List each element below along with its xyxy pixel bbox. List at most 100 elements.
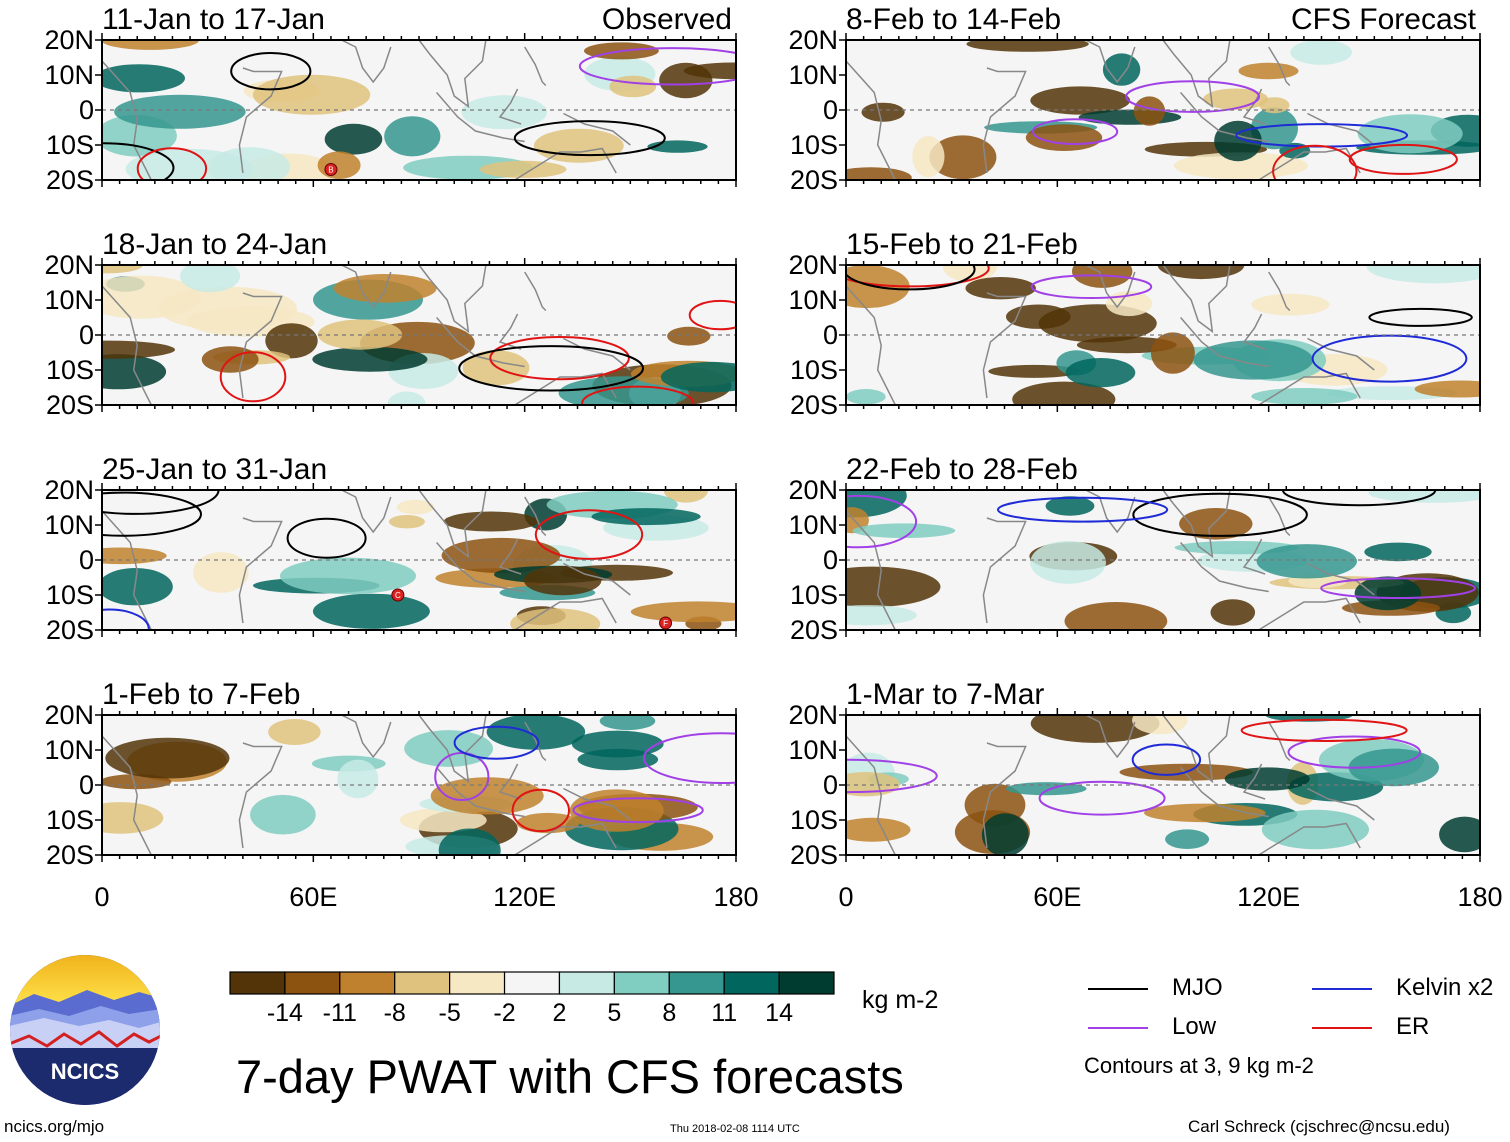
coastline <box>238 292 283 399</box>
anomaly-blob <box>265 323 318 359</box>
legend-label: ER <box>1396 1013 1430 1040</box>
anomaly-blob <box>988 364 1080 378</box>
lat-label: 20N <box>788 250 838 280</box>
anomaly-blob <box>569 789 664 832</box>
colorbar-tick-label: 5 <box>607 999 622 1027</box>
anomaly-blob <box>1030 86 1131 115</box>
anomaly-blob <box>1366 265 1480 284</box>
wave-contour <box>1131 743 1202 776</box>
coastline <box>102 285 152 405</box>
lat-label: 20S <box>789 615 838 645</box>
storm-marker <box>391 588 405 602</box>
wave-contour <box>489 336 630 381</box>
panel-date-label: 18-Jan to 24-Jan <box>102 228 328 261</box>
lat-label: 20S <box>789 165 838 195</box>
wave-contour <box>1032 118 1119 146</box>
anomaly-blob <box>1214 120 1262 162</box>
pwat-anomaly-field <box>102 715 736 855</box>
legend-line-er <box>1312 1027 1372 1029</box>
anomaly-blob <box>852 523 956 538</box>
coastline <box>102 510 152 630</box>
storm-marker <box>659 616 673 630</box>
timestamp: Thu 2018-02-08 1114 UTC <box>670 1123 800 1135</box>
anomaly-blob <box>279 557 417 595</box>
lat-label: 10N <box>44 60 94 90</box>
anomaly-blob <box>1251 293 1330 316</box>
coastline <box>1257 822 1361 855</box>
coastline <box>982 742 1027 849</box>
lon-label: 60E <box>1033 882 1082 912</box>
colorbar-swatch <box>339 971 396 995</box>
lat-label: 10S <box>789 805 838 835</box>
lat-label: 10N <box>788 60 838 90</box>
lat-label: 0 <box>822 320 838 350</box>
lon-label: 0 <box>838 882 854 912</box>
coastline <box>102 60 152 180</box>
anomaly-blob <box>846 566 941 607</box>
anomaly-blob <box>317 151 361 179</box>
coastline <box>524 721 547 762</box>
contour-note: Contours at 3, 9 kg m-2 <box>1084 1053 1314 1078</box>
coastline <box>1307 787 1375 821</box>
anomaly-blob <box>102 340 175 359</box>
anomaly-blob <box>942 265 998 282</box>
anomaly-blob <box>102 40 200 50</box>
anomaly-blob <box>1368 490 1480 503</box>
coastline <box>513 147 617 180</box>
anomaly-blob <box>268 719 321 745</box>
anomaly-blob <box>1030 541 1106 584</box>
anomaly-blob <box>1065 358 1136 388</box>
anomaly-blob <box>1261 809 1369 850</box>
wave-contour <box>434 752 490 801</box>
anomaly-blob <box>1256 544 1358 579</box>
wave-contour <box>688 299 736 331</box>
lat-label: 20S <box>45 390 94 420</box>
lat-label: 10S <box>45 130 94 160</box>
colorbar-tick-label: -5 <box>438 999 461 1027</box>
coastline <box>418 490 487 559</box>
anomaly-blob <box>387 391 426 405</box>
anomaly-blob <box>667 326 711 346</box>
coastline <box>846 60 896 180</box>
pwat-map-panels: B C F <box>95 33 1481 862</box>
anomaly-blob <box>404 730 493 767</box>
legend-label: MJO <box>1172 974 1223 1001</box>
anomaly-blob <box>486 715 586 750</box>
anomaly-blob <box>1064 602 1168 630</box>
coastline <box>341 265 392 309</box>
coastline <box>563 787 631 821</box>
lat-label: 20N <box>788 25 838 55</box>
coastline <box>1180 92 1269 143</box>
legend-line-mjo <box>1088 988 1148 990</box>
wave-contour <box>846 265 990 288</box>
coastline <box>513 372 617 405</box>
anomaly-blob <box>981 813 1029 855</box>
anomaly-blob <box>1133 96 1166 126</box>
anomaly-blob <box>462 350 530 386</box>
anomaly-blob <box>1072 265 1133 288</box>
coastline <box>982 292 1027 399</box>
anomaly-blob <box>384 116 441 157</box>
wave-contour <box>1030 274 1153 300</box>
colorbar-swatch <box>558 971 615 995</box>
coastline <box>1180 542 1269 593</box>
pwat-anomaly-field <box>846 715 1480 855</box>
anomaly-blob <box>102 265 143 274</box>
anomaly-blob <box>1132 715 1188 735</box>
coastline <box>418 265 487 334</box>
coastline <box>846 510 896 630</box>
anomaly-blob <box>524 565 602 596</box>
panel-date-label: 15-Feb to 21-Feb <box>846 228 1078 261</box>
site-url[interactable]: ncics.org/mjo <box>4 1117 105 1136</box>
lat-label: 10N <box>788 510 838 540</box>
storm-marker-label: F <box>663 619 668 628</box>
anomaly-blob <box>114 94 246 129</box>
coastline <box>1257 147 1361 180</box>
lat-label: 10N <box>44 735 94 765</box>
anomaly-blob <box>1045 496 1095 516</box>
storm-marker-label: B <box>328 166 333 175</box>
wave-contour <box>1038 780 1166 816</box>
panel-date-label: 25-Jan to 31-Jan <box>102 453 328 486</box>
lat-label: 20S <box>45 615 94 645</box>
panel-date-label: 22-Feb to 28-Feb <box>846 453 1078 486</box>
